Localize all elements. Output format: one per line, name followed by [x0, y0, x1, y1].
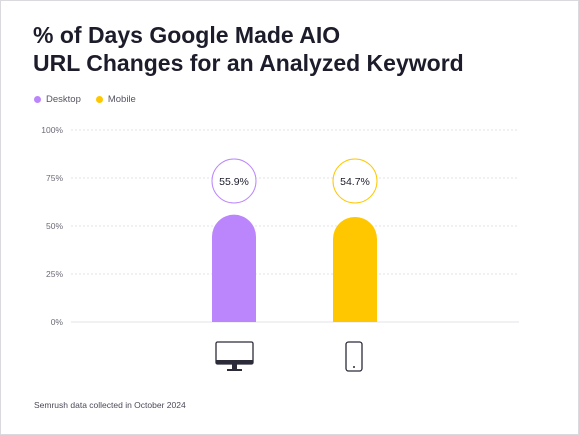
desktop-monitor-base-bar: [216, 360, 253, 364]
bar-mobile: [333, 216, 377, 322]
legend-item-desktop: Desktop: [34, 94, 81, 105]
legend-swatch-desktop: [34, 96, 41, 103]
desktop-monitor-foot: [227, 369, 242, 371]
value-bubble-desktop: [211, 158, 257, 204]
chart-title-line-1: % of Days Google Made AIO: [33, 22, 341, 48]
chart-legend: Desktop Mobile: [34, 94, 136, 105]
value-bubble-mobile: [332, 158, 378, 204]
legend-swatch-mobile: [95, 96, 103, 103]
source-footnote: Semrush data collected in October 2024: [34, 400, 186, 410]
chart-title-line-2: URL Changes for an Analyzed Keyword: [33, 50, 464, 76]
legend-item-mobile: Mobile: [95, 94, 136, 105]
legend-label-mobile: Mobile: [107, 94, 136, 105]
mobile-phone-icon: [345, 341, 363, 372]
y-tick-label: 75%: [46, 173, 63, 183]
data-label-desktop: 55.9%: [219, 176, 249, 188]
y-tick-label: 100%: [41, 125, 63, 135]
y-tick-label: 25%: [46, 269, 63, 279]
desktop-monitor-stand: [232, 364, 237, 369]
mobile-phone-home-dot: [353, 366, 355, 368]
legend-label-desktop: Desktop: [46, 94, 81, 105]
y-tick-label: 0%: [51, 317, 64, 327]
y-tick-label: 50%: [46, 221, 63, 231]
bar-desktop: [212, 214, 256, 322]
data-label-mobile: 54.7%: [340, 176, 370, 188]
chart-title: % of Days Google Made AIO URL Changes fo…: [33, 21, 553, 77]
